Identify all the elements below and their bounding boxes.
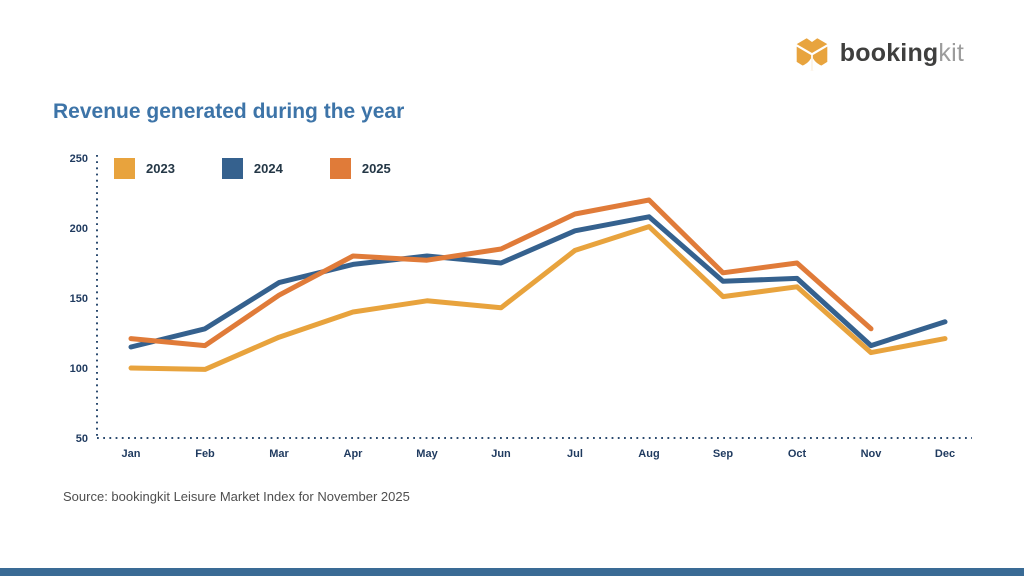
- series-line-2024: [128, 214, 948, 350]
- legend-item-2023: 2023: [114, 158, 175, 179]
- x-tick-label: Feb: [195, 448, 215, 460]
- chart-title: Revenue generated during the year: [53, 100, 405, 123]
- x-tick-label: Apr: [344, 448, 364, 460]
- y-tick-label: 100: [70, 363, 88, 375]
- y-tick-label: 250: [70, 153, 88, 165]
- logo-text-kit: kit: [938, 38, 964, 67]
- chart-legend: 2023 2024 2025: [114, 158, 391, 179]
- legend-swatch-2023: [114, 158, 135, 179]
- series-line-2025: [128, 197, 874, 349]
- y-tick-label: 150: [70, 293, 88, 305]
- legend-item-2025: 2025: [329, 158, 391, 179]
- legend-label-2023: 2023: [146, 161, 175, 176]
- x-tick-label: Aug: [638, 448, 659, 460]
- legend-swatch-2024: [221, 158, 243, 179]
- series-line-2023: [128, 224, 948, 372]
- bookingkit-cube-icon: [796, 34, 828, 71]
- legend-item-2024: 2024: [221, 158, 283, 179]
- logo-text-booking: booking: [839, 38, 939, 67]
- y-tick-label: 50: [76, 433, 88, 445]
- x-tick-label: Jan: [122, 448, 141, 460]
- y-tick-label: 200: [70, 223, 88, 235]
- x-tick-label: Sep: [713, 448, 733, 460]
- bookingkit-wordmark: bookingkit: [840, 39, 964, 68]
- x-tick-label: Jul: [567, 448, 583, 460]
- x-tick-label: Oct: [788, 448, 807, 460]
- x-tick-label: Nov: [861, 448, 883, 460]
- legend-swatch-2025: [329, 158, 351, 179]
- footer-brand-bar: [0, 568, 1024, 576]
- legend-label-2025: 2025: [361, 161, 391, 176]
- bookingkit-logo: bookingkit: [795, 34, 964, 72]
- x-tick-label: May: [416, 448, 438, 460]
- x-tick-label: Mar: [269, 448, 289, 460]
- x-tick-label: Jun: [491, 448, 511, 460]
- x-tick-label: Dec: [935, 448, 955, 460]
- legend-label-2024: 2024: [253, 161, 283, 176]
- source-note: Source: bookingkit Leisure Market Index …: [63, 489, 410, 504]
